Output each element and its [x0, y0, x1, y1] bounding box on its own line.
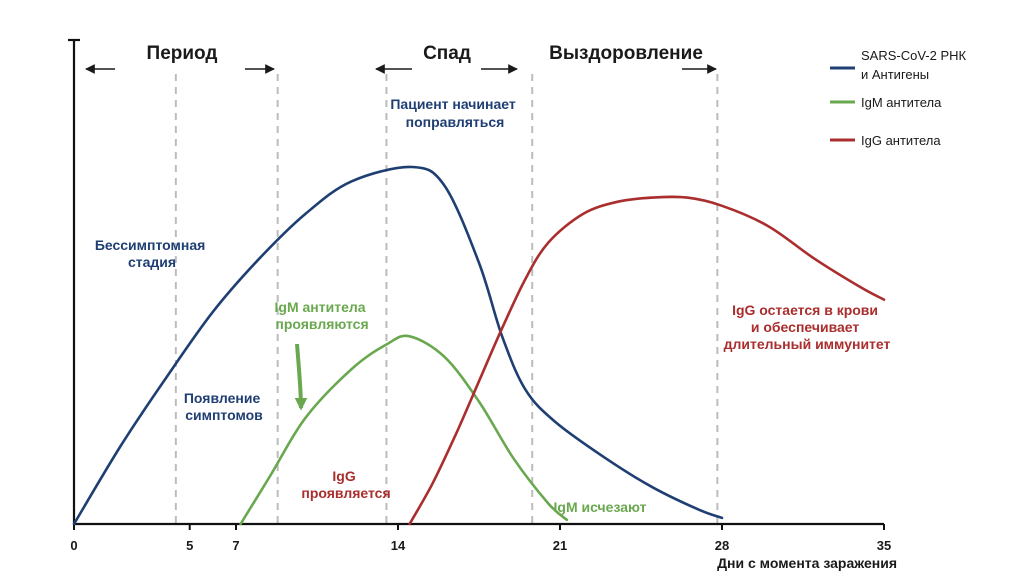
x-tick-label-0: 0 — [70, 538, 77, 553]
legend-label-igg: IgG антитела — [861, 133, 941, 148]
annotation-igm-appear: IgM антитела проявляются — [275, 299, 370, 332]
phase-label-decline: Спад — [423, 43, 471, 64]
series-line-sars-cov-2 — [72, 165, 724, 526]
annotation-asymptomatic: Бессимптомная стадия — [95, 237, 209, 270]
x-tick-label-2: 7 — [232, 538, 239, 553]
phase-label-recovery: Выздоровление — [549, 43, 703, 64]
legend-label-sars-cov-2-line1: SARS-CoV-2 РНК — [861, 48, 967, 63]
series-line-igm — [239, 334, 569, 526]
stage-separator-lines — [174, 74, 719, 524]
phase-label-period: Период — [147, 43, 218, 64]
x-tick-label-6: 35 — [877, 538, 891, 553]
x-axis-label: Дни с момента заражения — [717, 555, 897, 571]
annotation-igg-appear: IgG проявляется — [301, 468, 390, 501]
legend: SARS-CoV-2 РНК и Антигены IgM антитела I… — [830, 48, 967, 148]
annotation-patient-recovering: Пациент начинает поправляться — [390, 96, 519, 130]
legend-label-igm: IgM антитела — [861, 95, 942, 110]
x-axis-ticks: 0 5 7 14 21 28 35 — [70, 524, 891, 553]
x-tick-label-4: 21 — [553, 538, 567, 553]
series-line-igg — [408, 195, 886, 526]
data-series — [72, 165, 886, 526]
annotation-igg-long-term-immunity: IgG остается в крови и обеспечивает длит… — [724, 302, 891, 352]
legend-label-sars-cov-2-line2: и Антигены — [861, 67, 929, 82]
annotation-igm-disappear: IgM исчезают — [554, 499, 647, 515]
x-tick-label-1: 5 — [186, 538, 193, 553]
annotation-symptom-onset: Появление симптомов — [184, 390, 264, 423]
igm-pointer-arrow — [294, 343, 308, 411]
x-tick-label-5: 28 — [715, 538, 729, 553]
x-tick-label-3: 14 — [391, 538, 406, 553]
